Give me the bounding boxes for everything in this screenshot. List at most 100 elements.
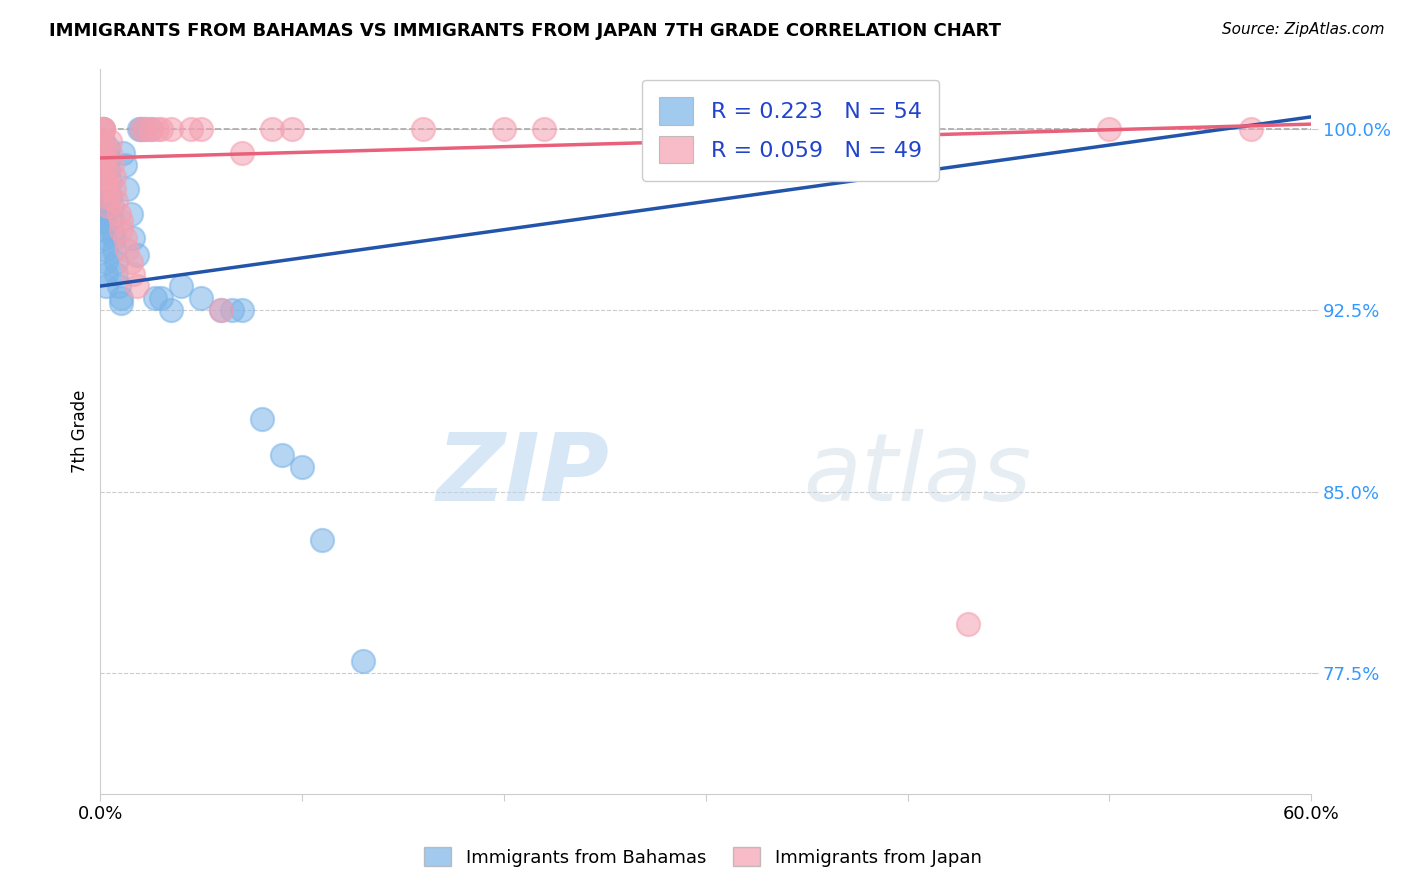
Point bbox=[97, 199, 120, 213]
Point bbox=[125, 247, 148, 261]
Y-axis label: 7th Grade: 7th Grade bbox=[72, 390, 89, 473]
Point bbox=[107, 206, 129, 220]
Point bbox=[533, 122, 555, 136]
Point bbox=[97, 189, 120, 203]
Point bbox=[96, 267, 118, 281]
Point bbox=[128, 122, 150, 136]
Point bbox=[114, 158, 136, 172]
Point bbox=[149, 291, 172, 305]
Point bbox=[114, 231, 136, 245]
Point bbox=[101, 211, 124, 226]
Point bbox=[221, 303, 243, 318]
Point bbox=[311, 533, 333, 547]
Point bbox=[100, 134, 122, 148]
Point bbox=[1098, 122, 1121, 136]
Point bbox=[93, 122, 115, 136]
Point bbox=[110, 291, 132, 305]
Point bbox=[93, 134, 115, 148]
Point bbox=[93, 122, 115, 136]
Point bbox=[139, 122, 162, 136]
Point bbox=[96, 182, 118, 196]
Point bbox=[209, 303, 232, 318]
Point bbox=[96, 175, 118, 189]
Point bbox=[105, 194, 128, 209]
Point bbox=[209, 303, 232, 318]
Point bbox=[129, 122, 152, 136]
Point bbox=[93, 223, 115, 237]
Point bbox=[103, 182, 125, 196]
Point bbox=[143, 291, 166, 305]
Point bbox=[107, 279, 129, 293]
Point bbox=[134, 122, 156, 136]
Point bbox=[105, 267, 128, 281]
Point bbox=[96, 243, 118, 257]
Point bbox=[146, 122, 169, 136]
Point bbox=[115, 182, 138, 196]
Point bbox=[93, 199, 115, 213]
Point bbox=[134, 122, 156, 136]
Point bbox=[101, 223, 124, 237]
Point bbox=[93, 122, 115, 136]
Point bbox=[180, 122, 202, 136]
Text: ZIP: ZIP bbox=[436, 429, 609, 521]
Point bbox=[281, 122, 304, 136]
Point bbox=[796, 122, 818, 136]
Point bbox=[231, 303, 253, 318]
Point bbox=[101, 158, 124, 172]
Point bbox=[250, 412, 273, 426]
Point bbox=[170, 279, 193, 293]
Point bbox=[93, 194, 115, 209]
Point bbox=[115, 243, 138, 257]
Point bbox=[139, 122, 162, 136]
Point bbox=[103, 170, 125, 185]
Point bbox=[160, 303, 183, 318]
Point bbox=[93, 231, 115, 245]
Point bbox=[121, 267, 143, 281]
Point bbox=[149, 122, 172, 136]
Point bbox=[93, 170, 115, 185]
Point bbox=[93, 122, 115, 136]
Point bbox=[100, 175, 122, 189]
Point bbox=[129, 122, 152, 136]
Point bbox=[105, 255, 128, 269]
Point bbox=[271, 448, 294, 462]
Point bbox=[352, 654, 374, 668]
Point bbox=[110, 214, 132, 228]
Point bbox=[110, 296, 132, 310]
Point bbox=[1240, 122, 1263, 136]
Point bbox=[412, 122, 434, 136]
Point bbox=[120, 206, 142, 220]
Point bbox=[103, 231, 125, 245]
Point bbox=[93, 151, 115, 165]
Point bbox=[190, 291, 212, 305]
Point bbox=[121, 231, 143, 245]
Point bbox=[97, 151, 120, 165]
Point bbox=[93, 214, 115, 228]
Point bbox=[96, 255, 118, 269]
Text: IMMIGRANTS FROM BAHAMAS VS IMMIGRANTS FROM JAPAN 7TH GRADE CORRELATION CHART: IMMIGRANTS FROM BAHAMAS VS IMMIGRANTS FR… bbox=[49, 22, 1001, 40]
Point bbox=[160, 122, 183, 136]
Legend: R = 0.223   N = 54, R = 0.059   N = 49: R = 0.223 N = 54, R = 0.059 N = 49 bbox=[641, 79, 939, 180]
Point bbox=[291, 460, 314, 475]
Point bbox=[93, 146, 115, 161]
Point bbox=[101, 199, 124, 213]
Point bbox=[93, 158, 115, 172]
Point bbox=[100, 189, 122, 203]
Point bbox=[103, 243, 125, 257]
Text: Source: ZipAtlas.com: Source: ZipAtlas.com bbox=[1222, 22, 1385, 37]
Point bbox=[93, 158, 115, 172]
Text: atlas: atlas bbox=[803, 429, 1031, 520]
Point bbox=[97, 141, 120, 155]
Point bbox=[93, 146, 115, 161]
Point bbox=[100, 146, 122, 161]
Point bbox=[110, 223, 132, 237]
Point bbox=[120, 255, 142, 269]
Point bbox=[231, 146, 253, 161]
Point bbox=[93, 182, 115, 196]
Point bbox=[96, 279, 118, 293]
Point bbox=[93, 170, 115, 185]
Legend: Immigrants from Bahamas, Immigrants from Japan: Immigrants from Bahamas, Immigrants from… bbox=[418, 840, 988, 874]
Point bbox=[492, 122, 515, 136]
Point bbox=[125, 279, 148, 293]
Point bbox=[957, 617, 980, 632]
